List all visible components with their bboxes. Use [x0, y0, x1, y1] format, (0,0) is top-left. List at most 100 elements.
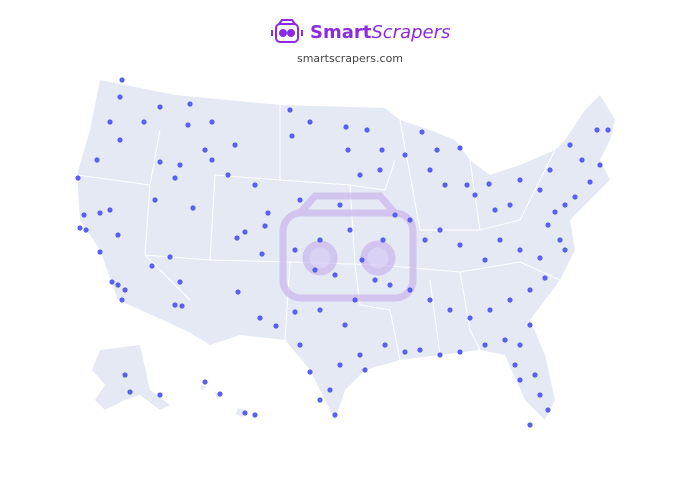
- location-dot: [482, 342, 488, 348]
- location-dot: [252, 412, 258, 418]
- location-dot: [557, 237, 563, 243]
- location-dot: [457, 349, 463, 355]
- location-dot: [83, 227, 89, 233]
- location-dot: [157, 159, 163, 165]
- location-dot: [347, 227, 353, 233]
- location-dot: [594, 127, 600, 133]
- location-dot: [122, 372, 128, 378]
- location-dot: [190, 205, 196, 211]
- location-dot: [487, 307, 493, 313]
- location-dot: [119, 297, 125, 303]
- location-dot: [537, 255, 543, 261]
- location-dot: [507, 297, 513, 303]
- location-dot: [492, 207, 498, 213]
- map: [76, 80, 615, 420]
- location-dot: [486, 181, 492, 187]
- location-dot: [77, 225, 83, 231]
- location-dot: [119, 77, 125, 83]
- location-dot: [289, 133, 295, 139]
- location-dot: [262, 223, 268, 229]
- location-dot: [292, 247, 298, 253]
- location-dot: [152, 197, 158, 203]
- location-dot: [232, 142, 238, 148]
- location-dot: [482, 257, 488, 263]
- location-dot: [532, 372, 538, 378]
- location-dot: [177, 162, 183, 168]
- location-dot: [357, 352, 363, 358]
- location-dot: [527, 322, 533, 328]
- location-dot: [517, 377, 523, 383]
- location-dot: [225, 172, 231, 178]
- location-dot: [597, 162, 603, 168]
- location-dot: [552, 209, 558, 215]
- location-dot: [257, 315, 263, 321]
- location-dot: [332, 412, 338, 418]
- location-dot: [517, 177, 523, 183]
- location-dot: [177, 279, 183, 285]
- location-dot: [117, 137, 123, 143]
- location-dot: [464, 182, 470, 188]
- location-dot: [507, 202, 513, 208]
- location-dot: [427, 297, 433, 303]
- location-dot: [380, 237, 386, 243]
- location-dot: [97, 249, 103, 255]
- location-dot: [527, 422, 533, 428]
- location-dot: [202, 147, 208, 153]
- location-dot: [81, 212, 87, 218]
- location-dot: [75, 175, 81, 181]
- location-dot: [242, 229, 248, 235]
- location-dot: [297, 197, 303, 203]
- location-dot: [467, 315, 473, 321]
- location-dot: [402, 349, 408, 355]
- location-dot: [502, 337, 508, 343]
- location-dot: [122, 287, 128, 293]
- location-dot: [345, 147, 351, 153]
- location-dot: [209, 157, 215, 163]
- location-dot: [392, 212, 398, 218]
- location-dot: [157, 104, 163, 110]
- location-dot: [364, 127, 370, 133]
- location-dot: [342, 322, 348, 328]
- location-dot: [292, 309, 298, 315]
- location-dot: [317, 307, 323, 313]
- location-dot: [297, 342, 303, 348]
- location-dot: [417, 347, 423, 353]
- location-dot: [307, 119, 313, 125]
- location-dot: [115, 282, 121, 288]
- location-dot: [209, 119, 215, 125]
- location-dot: [357, 172, 363, 178]
- location-dot: [562, 202, 568, 208]
- location-dot: [512, 362, 518, 368]
- location-dot: [407, 217, 413, 223]
- location-dot: [317, 237, 323, 243]
- location-dot: [141, 119, 147, 125]
- location-dot: [377, 167, 383, 173]
- location-dot: [187, 101, 193, 107]
- location-dot: [372, 277, 378, 283]
- location-dot: [117, 94, 123, 100]
- url: smartscrapers.com: [297, 52, 403, 65]
- location-dot: [317, 397, 323, 403]
- location-dot: [547, 167, 553, 173]
- location-dot: [242, 410, 248, 416]
- location-dot: [265, 210, 271, 216]
- location-dots: [75, 77, 611, 428]
- location-dot: [273, 323, 279, 329]
- location-dot: [287, 107, 293, 113]
- location-dot: [362, 367, 368, 373]
- location-dot: [379, 147, 385, 153]
- location-dot: [107, 207, 113, 213]
- alaska: [92, 345, 170, 410]
- watermark: [279, 192, 417, 302]
- location-dot: [587, 179, 593, 185]
- location-dot: [307, 369, 313, 375]
- location-dot: [172, 302, 178, 308]
- location-dot: [442, 182, 448, 188]
- location-dot: [437, 227, 443, 233]
- location-dot: [359, 257, 365, 263]
- brand-name: SmartScrapers: [310, 22, 450, 43]
- brand-bold: Smart: [310, 22, 372, 43]
- location-dot: [517, 342, 523, 348]
- location-dot: [562, 247, 568, 253]
